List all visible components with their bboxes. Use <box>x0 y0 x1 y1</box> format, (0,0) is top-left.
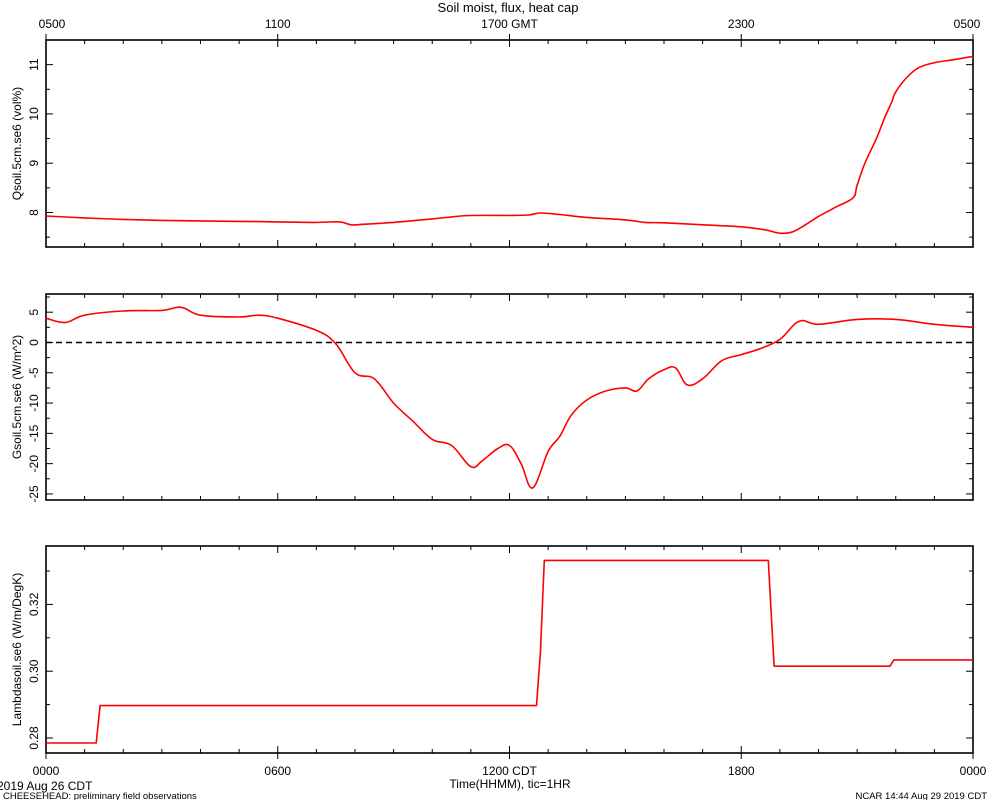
top-tick-label: 2300 <box>728 17 755 31</box>
y-tick-label: 5 <box>27 309 41 316</box>
bottom-tick-label: 1800 <box>728 764 755 778</box>
series-line <box>45 306 974 489</box>
y-axis-label: Lambdasoil.se6 (W/m/DegK) <box>10 573 24 726</box>
y-tick-label: 0.32 <box>27 592 41 616</box>
y-tick-label: -25 <box>27 485 41 503</box>
bottom-tick-label: 0600 <box>264 764 291 778</box>
chart-panels: 8 9 10 11 Qsoil.5cm.se6 (vol%) 5 0 -5 -10 -15 -20 -… <box>10 34 974 759</box>
y-tick-label: -20 <box>27 455 41 473</box>
series-line <box>46 559 973 744</box>
top-tick-label: 1700 GMT <box>481 17 538 31</box>
bottom-axis-tick-labels: 0000 0600 1200 CDT 1800 0000 <box>33 764 987 778</box>
panel-2: 5 0 -5 -10 -15 -20 -25 Gsoil.5cm.se6 (W/m^2) <box>10 293 974 503</box>
y-tick-label: 0.30 <box>27 659 41 683</box>
top-axis-tick-labels: 0500 1100 1700 GMT 2300 0500 <box>39 17 981 31</box>
x-axis-label: Time(HHMM), tic=1HR <box>449 777 571 791</box>
plot-frame <box>45 293 974 501</box>
series-line <box>45 55 974 235</box>
top-tick-label: 0500 <box>954 17 981 31</box>
bottom-tick-label: 0000 <box>960 764 987 778</box>
plot-frame <box>45 545 974 754</box>
y-tick-label: -15 <box>27 424 41 442</box>
top-tick-label: 0500 <box>39 17 66 31</box>
y-tick-label: 0.28 <box>27 726 41 750</box>
y-tick-label: 0 <box>27 339 41 346</box>
bottom-tick-label: 1200 CDT <box>482 764 537 778</box>
y-axis-label: Gsoil.5cm.se6 (W/m^2) <box>10 335 24 459</box>
chart-title: Soil moist, flux, heat cap <box>438 0 579 15</box>
panel-1: 8 9 10 11 Qsoil.5cm.se6 (vol%) <box>10 34 974 248</box>
y-tick-label: -10 <box>27 394 41 412</box>
y-tick-label: 11 <box>27 58 41 71</box>
y-axis-label: Qsoil.5cm.se6 (vol%) <box>10 87 24 200</box>
y-tick-label: -5 <box>27 367 41 378</box>
y-tick-label: 9 <box>27 160 41 167</box>
footer-right: NCAR 14:44 Aug 29 2019 CDT <box>856 791 988 800</box>
y-tick-label: 10 <box>27 107 41 121</box>
bottom-tick-label: 0000 <box>33 764 60 778</box>
footer-left: CHEESEHEAD: preliminary field observatio… <box>3 791 197 800</box>
x-start-label: 2019 Aug 26 CDT <box>0 779 93 793</box>
top-tick-label: 1100 <box>265 17 291 31</box>
y-tick-label: 8 <box>27 209 41 216</box>
